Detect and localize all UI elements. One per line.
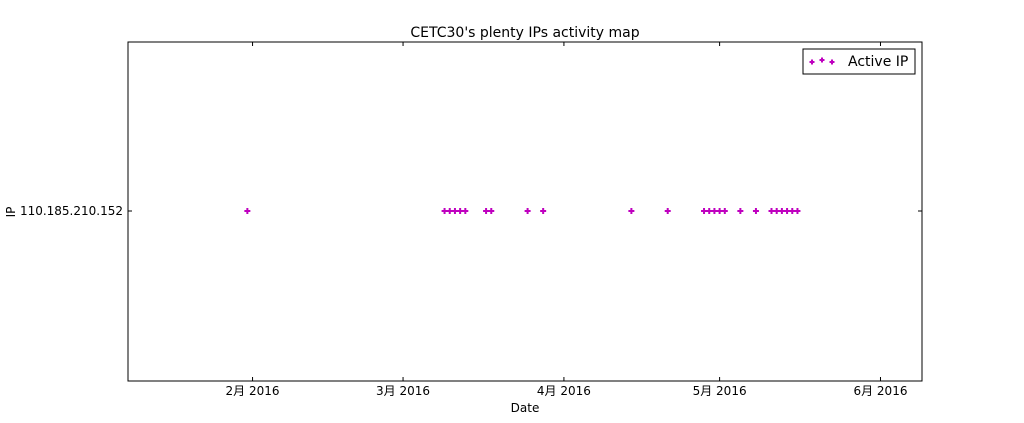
legend-label: Active IP — [848, 54, 908, 70]
data-point — [711, 208, 718, 214]
data-point — [664, 208, 671, 214]
data-point — [752, 208, 759, 214]
x-axis-ticks: 2月 2016 3月 2016 4月 2016 5月 2016 6月 2016 — [226, 42, 907, 398]
data-point — [706, 208, 713, 214]
data-point — [789, 208, 796, 214]
data-point — [462, 208, 469, 214]
data-point — [773, 208, 780, 214]
data-point — [446, 208, 453, 214]
legend-marker — [829, 59, 835, 65]
legend-marker — [809, 59, 815, 65]
data-point — [784, 208, 791, 214]
legend-marker — [819, 57, 825, 63]
data-point — [628, 208, 635, 214]
data-point — [488, 208, 495, 214]
data-point — [737, 208, 744, 214]
x-tick-label: 6月 2016 — [853, 384, 907, 398]
x-tick-label: 3月 2016 — [376, 384, 430, 398]
data-point — [716, 208, 723, 214]
data-points — [244, 208, 801, 214]
legend: Active IP — [802, 48, 916, 75]
data-point — [457, 208, 464, 214]
data-point — [721, 208, 728, 214]
x-tick-label: 2月 2016 — [226, 384, 280, 398]
data-point — [441, 208, 448, 214]
x-axis-label: Date — [511, 401, 540, 415]
data-point — [451, 208, 458, 214]
data-point — [540, 208, 547, 214]
data-point — [778, 208, 785, 214]
x-tick-label: 5月 2016 — [693, 384, 747, 398]
legend-marker-icon — [809, 57, 835, 65]
data-point — [701, 208, 708, 214]
data-point — [794, 208, 801, 214]
y-axis-ticks: 110.185.210.152 — [20, 204, 922, 218]
x-tick-label: 4月 2016 — [537, 384, 591, 398]
y-tick-label: 110.185.210.152 — [20, 204, 123, 218]
data-point — [524, 208, 531, 214]
data-point — [768, 208, 775, 214]
data-point — [244, 208, 251, 214]
chart-title: CETC30's plenty IPs activity map — [410, 25, 639, 41]
y-axis-label: IP — [4, 207, 18, 218]
data-point — [483, 208, 490, 214]
